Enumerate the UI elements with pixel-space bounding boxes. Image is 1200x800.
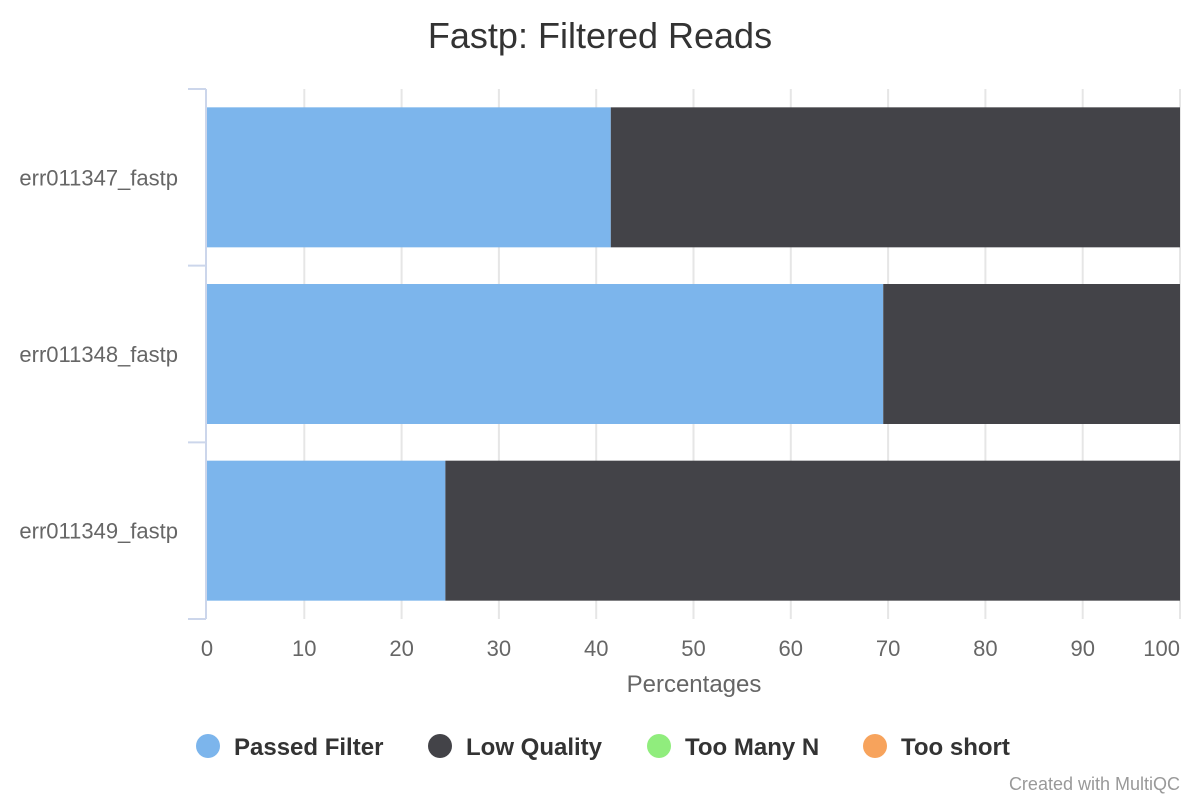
- category-labels: err011347_fastp err011348_fastp err011349_…: [19, 165, 178, 543]
- legend-label: Low Quality: [466, 734, 603, 761]
- bar-segment[interactable]: [883, 284, 1180, 424]
- x-tick-labels: 0 10 20 30 40 50 60 70 80 90 100: [201, 636, 1180, 661]
- legend: Passed Filter Low Quality Too Many N Too sh…: [196, 734, 1010, 761]
- bar-segment[interactable]: [207, 284, 884, 424]
- legend-item[interactable]: Low Quality: [428, 734, 603, 761]
- x-tick-label: 10: [292, 636, 316, 661]
- legend-label: Too Many N: [685, 734, 819, 761]
- legend-swatch: [863, 734, 887, 758]
- credit-link[interactable]: Created with MultiQC: [1009, 774, 1180, 794]
- x-tick-label: 60: [779, 636, 803, 661]
- x-tick-label: 90: [1070, 636, 1094, 661]
- category-label: err011348_fastp: [19, 342, 178, 367]
- x-tick-label: 100: [1143, 636, 1180, 661]
- bar-segment[interactable]: [207, 460, 446, 601]
- bar-segment[interactable]: [610, 107, 1180, 248]
- bars: [207, 107, 1180, 601]
- legend-item[interactable]: Too Many N: [647, 734, 819, 761]
- legend-swatch: [428, 734, 452, 758]
- legend-label: Too short: [901, 734, 1010, 761]
- chart-title: Fastp: Filtered Reads: [428, 15, 772, 56]
- legend-item[interactable]: Passed Filter: [196, 734, 383, 761]
- y-axis: [188, 88, 207, 620]
- x-tick-label: 20: [389, 636, 413, 661]
- x-tick-label: 40: [584, 636, 608, 661]
- x-axis-title: Percentages: [627, 671, 762, 698]
- category-label: err011349_fastp: [19, 519, 178, 544]
- x-tick-label: 80: [973, 636, 997, 661]
- bar-segment[interactable]: [207, 107, 611, 248]
- legend-label: Passed Filter: [234, 734, 383, 761]
- x-tick-label: 0: [201, 636, 213, 661]
- x-tick-label: 50: [681, 636, 705, 661]
- x-tick-label: 70: [876, 636, 900, 661]
- category-label: err011347_fastp: [19, 165, 178, 190]
- x-tick-label: 30: [487, 636, 511, 661]
- legend-item[interactable]: Too short: [863, 734, 1010, 761]
- legend-swatch: [196, 734, 220, 758]
- bar-segment[interactable]: [445, 460, 1180, 601]
- legend-swatch: [647, 734, 671, 758]
